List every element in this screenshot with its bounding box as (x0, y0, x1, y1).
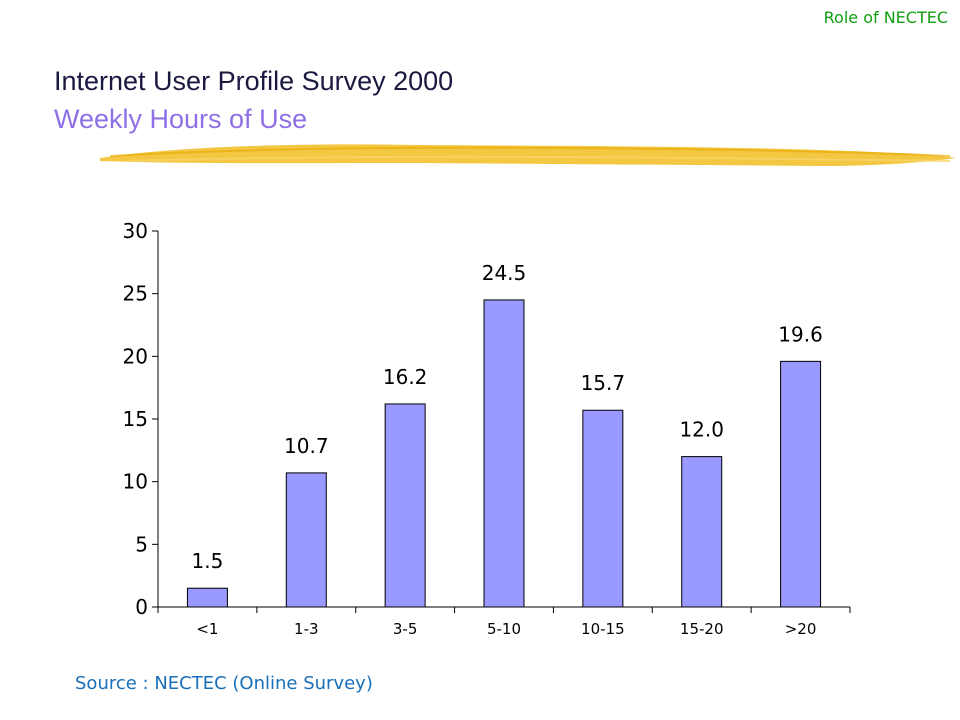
x-tick-label: 3-5 (393, 620, 418, 638)
x-tick-label: <1 (196, 620, 218, 638)
y-tick-label: 20 (123, 344, 148, 368)
y-tick-label: 15 (123, 407, 148, 431)
x-tick-label: 15-20 (680, 620, 724, 638)
page-subtitle: Weekly Hours of Use (54, 104, 308, 134)
y-tick-label: 0 (135, 595, 148, 619)
brush-stroke-divider (100, 144, 956, 166)
y-tick-label: 25 (123, 282, 148, 306)
bar (384, 403, 426, 608)
bar (780, 360, 822, 608)
x-tick-label: 10-15 (581, 620, 625, 638)
page-title: Internet User Profile Survey 2000 (54, 66, 454, 96)
data-label: 24.5 (482, 261, 527, 285)
data-label: 12.0 (679, 418, 724, 442)
data-label: 10.7 (284, 434, 329, 458)
y-tick-label: 30 (123, 219, 148, 243)
data-label: 1.5 (192, 549, 224, 573)
bar (483, 299, 525, 608)
bar (186, 587, 228, 608)
source-note: Source : NECTEC (Online Survey) (75, 673, 373, 694)
corner-label: Role of NECTEC (823, 8, 948, 27)
data-label: 16.2 (383, 365, 428, 389)
x-tick-label: >20 (785, 620, 817, 638)
y-tick-label: 10 (123, 470, 148, 494)
bar (681, 456, 723, 608)
y-tick-label: 5 (135, 532, 148, 556)
bar (582, 409, 624, 608)
x-tick-label: 1-3 (294, 620, 319, 638)
bar (285, 472, 327, 608)
x-tick-label: 5-10 (487, 620, 521, 638)
data-label: 19.6 (778, 322, 823, 346)
data-label: 15.7 (581, 371, 626, 395)
